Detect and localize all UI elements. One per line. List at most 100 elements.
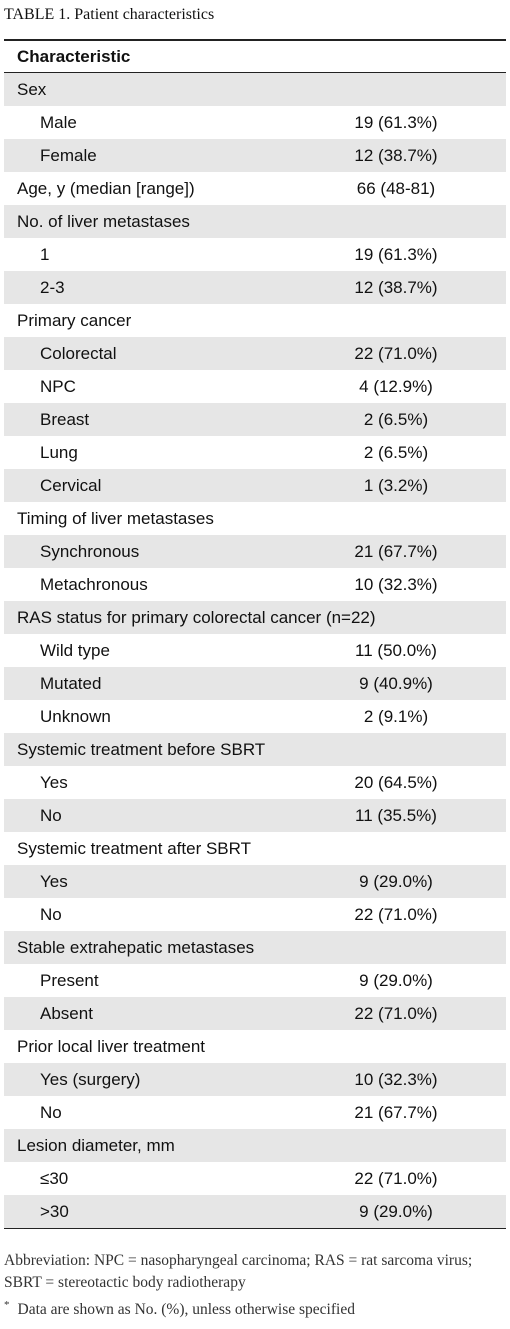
table-row: No 11 (35.5%) bbox=[4, 799, 506, 832]
group-label: Prior local liver treatment bbox=[17, 1037, 206, 1056]
table-row: Female 12 (38.7%) bbox=[4, 139, 506, 172]
value-cell: 9 (29.0%) bbox=[359, 1201, 433, 1221]
abbreviation: Abbreviation: NPC = nasopharyngeal carci… bbox=[4, 1252, 473, 1291]
table-row: Prior local liver treatment bbox=[4, 1030, 506, 1063]
item-label: Wild type bbox=[40, 641, 110, 660]
note-marker: * bbox=[4, 1299, 10, 1311]
item-label: >30 bbox=[40, 1202, 69, 1221]
table-row: RAS status for primary colorectal cancer… bbox=[4, 601, 506, 634]
table-row: Present 9 (29.0%) bbox=[4, 964, 506, 997]
value-cell: 4 (12.9%) bbox=[359, 376, 433, 396]
item-label: Lung bbox=[40, 443, 78, 462]
header-cell: Characteristic bbox=[17, 47, 131, 66]
table-row: Yes 20 (64.5%) bbox=[4, 766, 506, 799]
table-row: Mutated 9 (40.9%) bbox=[4, 667, 506, 700]
table-row: Systemic treatment before SBRT bbox=[4, 733, 506, 766]
table-row: Lesion diameter, mm bbox=[4, 1129, 506, 1162]
item-label: Unknown bbox=[40, 707, 111, 726]
item-label: Synchronous bbox=[40, 542, 140, 561]
table-row: Age, y (median [range]) 66 (48-81) bbox=[4, 172, 506, 205]
value-cell: 10 (32.3%) bbox=[354, 574, 438, 594]
group-label: Timing of liver metastases bbox=[17, 509, 214, 528]
value-cell: 10 (32.3%) bbox=[354, 1069, 438, 1089]
table-row: No. of liver metastases bbox=[4, 205, 506, 238]
item-label: Colorectal bbox=[40, 344, 117, 363]
item-label: Absent bbox=[40, 1004, 93, 1023]
value-cell: 22 (71.0%) bbox=[354, 1003, 438, 1023]
group-label: Stable extrahepatic metastases bbox=[17, 938, 255, 957]
group-label: Primary cancer bbox=[17, 311, 132, 330]
table-row: Breast 2 (6.5%) bbox=[4, 403, 506, 436]
table-row: Cervical 1 (3.2%) bbox=[4, 469, 506, 502]
table-row: Unknown 2 (9.1%) bbox=[4, 700, 506, 733]
table-row: >30 9 (29.0%) bbox=[4, 1195, 506, 1228]
item-label: No bbox=[40, 806, 62, 825]
group-label: Systemic treatment after SBRT bbox=[17, 839, 251, 858]
table-row: Wild type 11 (50.0%) bbox=[4, 634, 506, 667]
value-cell: 11 (35.5%) bbox=[355, 805, 437, 825]
item-label: Breast bbox=[40, 410, 90, 429]
value-cell: 21 (67.7%) bbox=[354, 1102, 438, 1122]
value-cell: 22 (71.0%) bbox=[354, 343, 438, 363]
table-row: NPC 4 (12.9%) bbox=[4, 370, 506, 403]
table-row: Male 19 (61.3%) bbox=[4, 106, 506, 139]
item-label: Mutated bbox=[40, 674, 102, 693]
item-label: 2-3 bbox=[40, 278, 65, 297]
value-cell: 21 (67.7%) bbox=[354, 541, 438, 561]
table-row: No 22 (71.0%) bbox=[4, 898, 506, 931]
item-label: 1 bbox=[40, 245, 50, 264]
table-row: ≤30 22 (71.0%) bbox=[4, 1162, 506, 1195]
table-row: Systemic treatment after SBRT bbox=[4, 832, 506, 865]
value-cell: 2 (6.5%) bbox=[363, 442, 429, 462]
header-row: Characteristic bbox=[4, 41, 506, 73]
item-label: Metachronous bbox=[40, 575, 148, 594]
value-cell: 9 (40.9%) bbox=[359, 673, 433, 693]
table: Characteristic Sex Male 19 (61.3%) Female 12… bbox=[4, 39, 506, 1229]
value-cell: 11 (50.0%) bbox=[355, 640, 437, 660]
table-row: Stable extrahepatic metastases bbox=[4, 931, 506, 964]
table-row: Yes (surgery) 10 (32.3%) bbox=[4, 1063, 506, 1096]
table-row: Sex bbox=[4, 73, 506, 106]
table-row: No 21 (67.7%) bbox=[4, 1096, 506, 1129]
value-cell: 9 (29.0%) bbox=[359, 871, 433, 891]
table-row: Synchronous 21 (67.7%) bbox=[4, 535, 506, 568]
group-label: Systemic treatment before SBRT bbox=[17, 740, 266, 759]
value-cell: 22 (71.0%) bbox=[354, 904, 438, 924]
table-row: Yes 9 (29.0%) bbox=[4, 865, 506, 898]
group-label: Sex bbox=[17, 80, 47, 99]
value-cell: 22 (71.0%) bbox=[354, 1168, 438, 1188]
item-label: Cervical bbox=[40, 476, 102, 495]
table-row: Lung 2 (6.5%) bbox=[4, 436, 506, 469]
table-row: 2-3 12 (38.7%) bbox=[4, 271, 506, 304]
value-cell: 20 (64.5%) bbox=[354, 772, 438, 792]
item-label: Female bbox=[40, 146, 97, 165]
group-label: No. of liver metastases bbox=[17, 212, 190, 231]
value-cell: 19 (61.3%) bbox=[354, 244, 438, 264]
value-cell: 12 (38.7%) bbox=[354, 145, 438, 165]
value-cell: 2 (6.5%) bbox=[363, 409, 429, 429]
table-row: Absent 22 (71.0%) bbox=[4, 997, 506, 1030]
group-label: Age, y (median [range]) bbox=[17, 179, 195, 198]
table-row: Timing of liver metastases bbox=[4, 502, 506, 535]
table-row: Primary cancer bbox=[4, 304, 506, 337]
table-title: TABLE 1. Patient characteristics bbox=[4, 6, 215, 23]
item-label: Yes bbox=[40, 872, 68, 891]
note: * Data are shown as No. (%), unless other… bbox=[4, 1294, 474, 1321]
value-cell: 2 (9.1%) bbox=[363, 706, 429, 726]
item-label: NPC bbox=[40, 377, 76, 396]
item-label: No bbox=[40, 1103, 62, 1122]
item-label: No bbox=[40, 905, 62, 924]
group-label: Lesion diameter, mm bbox=[17, 1136, 175, 1155]
item-label: Present bbox=[40, 971, 99, 990]
value-cell: 12 (38.7%) bbox=[354, 277, 438, 297]
note-text: Data are shown as No. (%), unless otherw… bbox=[17, 1301, 355, 1319]
table-row: 1 19 (61.3%) bbox=[4, 238, 506, 271]
table-row: Colorectal 22 (71.0%) bbox=[4, 337, 506, 370]
table-row: Metachronous 10 (32.3%) bbox=[4, 568, 506, 601]
footnotes: Abbreviation: NPC = nasopharyngeal carci… bbox=[4, 1250, 474, 1321]
item-label: Yes bbox=[40, 773, 68, 792]
value-cell: 66 (48-81) bbox=[356, 178, 436, 198]
value-cell: 1 (3.2%) bbox=[363, 475, 429, 495]
item-label: Male bbox=[40, 113, 77, 132]
